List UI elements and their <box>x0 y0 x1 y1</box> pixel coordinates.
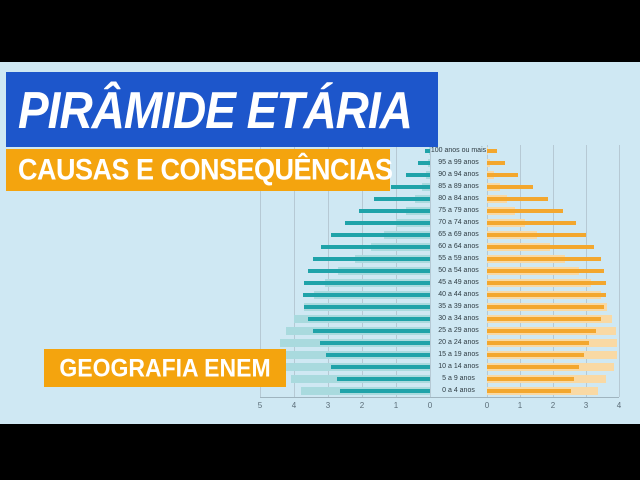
pyramid-bar-male-later <box>424 149 430 153</box>
pyramid-bar-male-later <box>331 233 430 237</box>
age-group-label: 15 a 19 anos <box>438 351 479 358</box>
pyramid-bar-female-later <box>487 161 506 165</box>
age-group-label: 30 a 34 anos <box>438 315 479 322</box>
axis-tick-label: 5 <box>257 401 263 410</box>
population-pyramid-chart: 5 4 3 2 1 0 0 1 2 3 4 100 anos ou mais 95 a 99 anos 9… <box>242 143 634 424</box>
age-group-label: 100 anos ou mais <box>430 147 487 154</box>
age-group-label: 80 a 84 anos <box>438 195 479 202</box>
pyramid-bar-male-later <box>307 317 430 321</box>
subtitle-text: CAUSAS E CONSEQUÊNCIAS <box>18 153 393 186</box>
pyramid-bar-male-later <box>319 341 430 345</box>
pyramid-bar-male-later <box>418 161 430 165</box>
pyramid-bar-female-later <box>487 341 590 345</box>
pyramid-bar-female-later <box>487 173 519 177</box>
axis-tick-label: 2 <box>359 401 365 410</box>
pyramid-bar-female-later <box>487 329 596 333</box>
pyramid-bar-male-later <box>331 365 430 369</box>
pyramid-bar-female-later <box>487 353 585 357</box>
age-group-label: 35 a 39 anos <box>438 303 479 310</box>
age-group-label: 70 a 74 anos <box>438 219 479 226</box>
axis-tick-label: 0 <box>427 401 433 410</box>
age-group-label: 50 a 54 anos <box>438 267 479 274</box>
pyramid-bar-male-later <box>326 353 430 357</box>
axis-tick-label: 3 <box>325 401 331 410</box>
pyramid-bar-male-later <box>336 377 430 381</box>
subtitle-banner: CAUSAS E CONSEQUÊNCIAS <box>6 149 393 191</box>
topic-banner: GEOGRAFIA ENEM <box>44 349 286 387</box>
age-group-label: 65 a 69 anos <box>438 231 479 238</box>
axis-tick-label: 4 <box>616 401 622 410</box>
letterbox-bottom <box>0 424 640 480</box>
pyramid-bar-female-later <box>487 317 601 321</box>
age-group-label: 40 a 44 anos <box>438 291 479 298</box>
title-banner: PIRÂMIDE ETÁRIA <box>6 72 438 147</box>
gridline <box>260 145 261 397</box>
age-group-label: 45 a 49 anos <box>438 279 479 286</box>
pyramid-bar-female-later <box>487 377 575 381</box>
pyramid-bar-female-later <box>487 209 563 213</box>
pyramid-bar-male-later <box>345 221 430 225</box>
age-group-label: 95 a 99 anos <box>438 159 479 166</box>
pyramid-bar-female-later <box>487 293 606 297</box>
pyramid-bar-female-later <box>487 305 605 309</box>
age-group-label: 20 a 24 anos <box>438 339 479 346</box>
age-group-label: 10 a 14 anos <box>438 363 479 370</box>
age-group-label: 90 a 94 anos <box>438 171 479 178</box>
axis-tick-label: 3 <box>583 401 589 410</box>
pyramid-bar-male-later <box>312 257 430 261</box>
axis-baseline <box>260 397 619 398</box>
letterbox-top <box>0 0 640 62</box>
pyramid-bar-male-later <box>339 389 430 393</box>
gridline <box>619 145 620 397</box>
age-group-label: 25 a 29 anos <box>438 327 479 334</box>
pyramid-bar-female-later <box>487 185 534 189</box>
age-group-label: 85 a 89 anos <box>438 183 479 190</box>
pyramid-bar-female-later <box>487 389 572 393</box>
age-group-label: 75 a 79 anos <box>438 207 479 214</box>
pyramid-bar-female-later <box>487 269 605 273</box>
pyramid-bar-male-later <box>321 245 430 249</box>
gridline <box>430 145 431 397</box>
pyramid-bar-male-later <box>304 305 430 309</box>
pyramid-bar-female-later <box>487 149 497 153</box>
pyramid-bar-female-later <box>487 245 595 249</box>
pyramid-bar-female-later <box>487 221 577 225</box>
content-area: 5 4 3 2 1 0 0 1 2 3 4 100 anos ou mais 95 a 99 anos 9… <box>0 62 640 424</box>
pyramid-bar-female-later <box>487 233 586 237</box>
pyramid-bar-male-later <box>373 197 430 201</box>
page-title: PIRÂMIDE ETÁRIA <box>18 80 413 139</box>
age-group-label: 60 a 64 anos <box>438 243 479 250</box>
pyramid-bar-male-later <box>406 173 430 177</box>
axis-tick-label: 2 <box>550 401 556 410</box>
pyramid-bar-female-later <box>487 197 549 201</box>
pyramid-bar-male-later <box>358 209 430 213</box>
age-group-label: 55 a 59 anos <box>438 255 479 262</box>
age-group-label: 5 a 9 anos <box>442 375 475 382</box>
axis-tick-label: 0 <box>484 401 490 410</box>
pyramid-bar-female-later <box>487 281 606 285</box>
pyramid-bar-male-later <box>312 329 430 333</box>
pyramid-bar-male-later <box>302 293 430 297</box>
axis-tick-label: 4 <box>291 401 297 410</box>
axis-tick-label: 1 <box>517 401 523 410</box>
pyramid-bar-male-later <box>390 185 430 189</box>
pyramid-bar-male-later <box>307 269 430 273</box>
age-group-label: 0 a 4 anos <box>442 387 475 394</box>
pyramid-bar-male-later <box>304 281 430 285</box>
topic-text: GEOGRAFIA ENEM <box>59 353 271 382</box>
gridline <box>294 145 295 397</box>
axis-tick-label: 1 <box>393 401 399 410</box>
pyramid-bar-female-later <box>487 257 601 261</box>
pyramid-bar-female-later <box>487 365 580 369</box>
